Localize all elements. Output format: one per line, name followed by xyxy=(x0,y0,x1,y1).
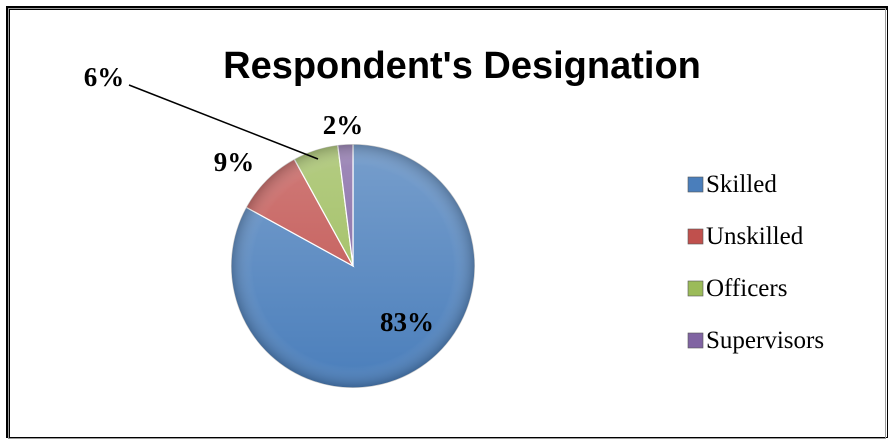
chart-title: Respondent's Designation xyxy=(223,45,701,87)
legend-label-unskilled: Unskilled xyxy=(706,223,804,250)
data-label-officers: 6% xyxy=(84,62,125,92)
pie-bevel-overlay xyxy=(231,144,475,388)
leader-line-officers xyxy=(128,84,319,160)
legend: Skilled Unskilled Officers Supervisors xyxy=(687,171,824,354)
legend-label-officers: Officers xyxy=(706,275,787,302)
chart-plot-border xyxy=(8,8,886,439)
legend-swatch-supervisors xyxy=(687,332,704,349)
legend-label-supervisors: Supervisors xyxy=(706,327,824,354)
data-label-skilled: 83% xyxy=(380,307,434,337)
legend-swatch-unskilled xyxy=(687,228,704,245)
data-label-unskilled: 9% xyxy=(214,147,255,177)
legend-label-skilled: Skilled xyxy=(706,171,777,198)
data-label-supervisors: 2% xyxy=(323,110,364,140)
legend-swatch-skilled xyxy=(687,176,704,193)
data-labels: 83% 9% 6% 2% xyxy=(84,62,434,337)
legend-swatch-officers xyxy=(687,280,704,297)
